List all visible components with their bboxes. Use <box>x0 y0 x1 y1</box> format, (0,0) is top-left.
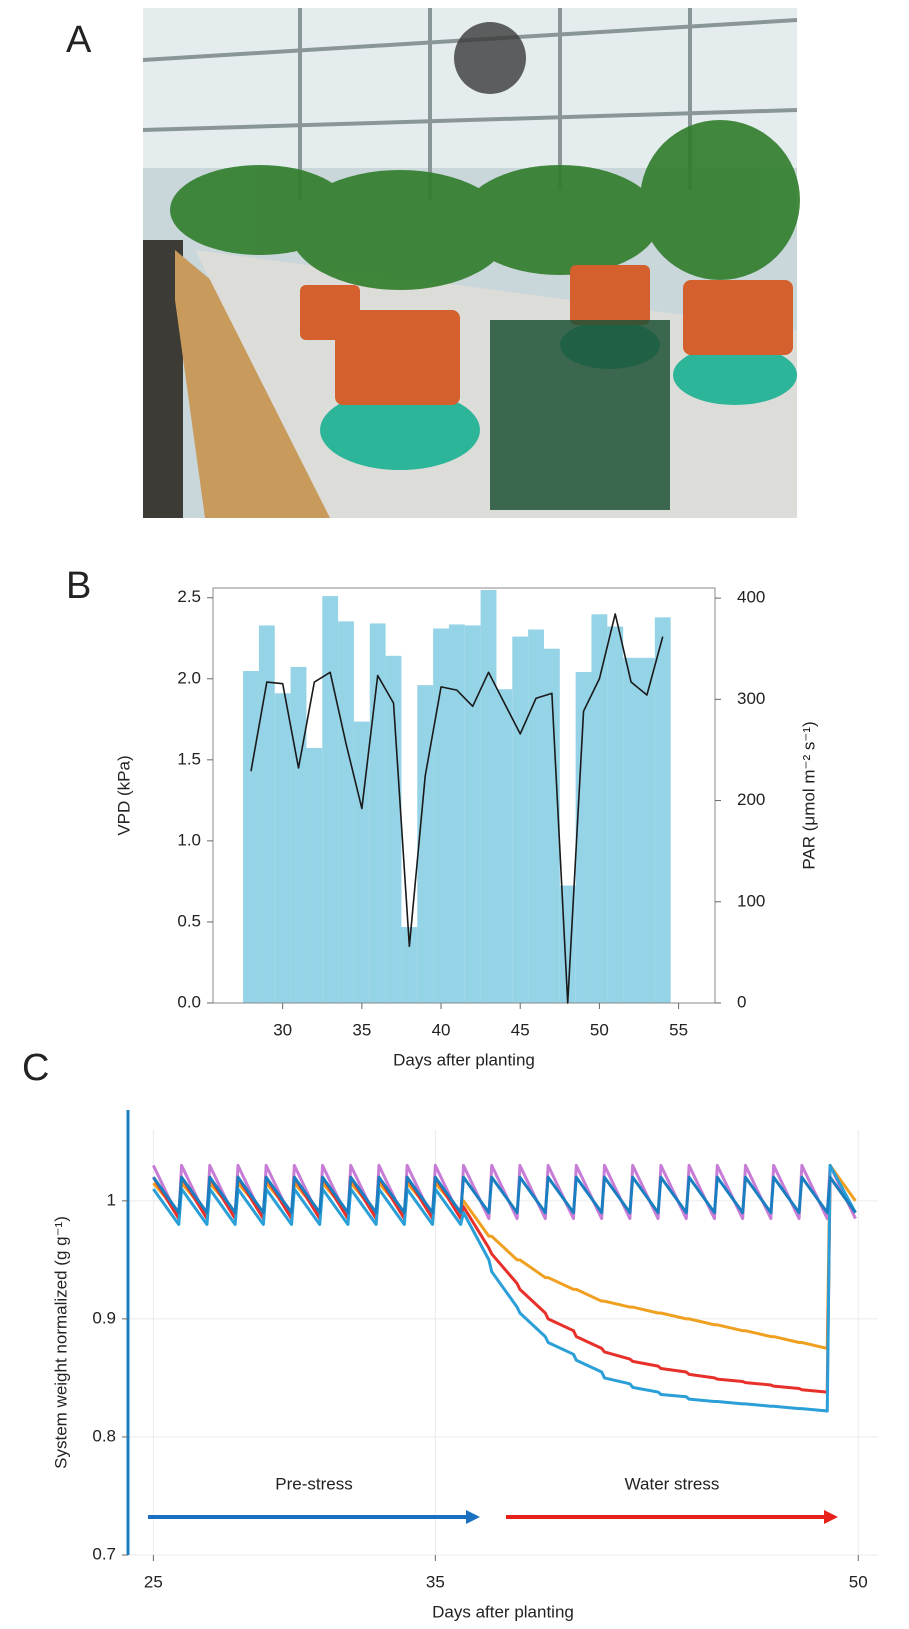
x-axis-title: Days after planting <box>393 1050 535 1069</box>
bar <box>480 590 497 1003</box>
bar <box>575 672 592 1003</box>
y-tick-label: 2.0 <box>177 668 201 687</box>
arrow-head <box>466 1510 480 1524</box>
bar <box>654 617 671 1003</box>
panel-label: C <box>22 1047 49 1089</box>
bar <box>243 671 259 1003</box>
bar <box>338 621 354 1003</box>
y2-axis-title: PAR (μmol m⁻² s⁻¹) <box>799 721 818 869</box>
data-line <box>152 1175 857 1215</box>
x-tick-label: 35 <box>426 1572 445 1591</box>
bar <box>274 693 291 1003</box>
bar <box>385 655 402 1003</box>
bar <box>401 927 418 1003</box>
y-tick-label: 2.5 <box>177 587 201 606</box>
x-tick-label: 45 <box>511 1020 530 1039</box>
panel-label: B <box>66 565 91 607</box>
y-tick-label: 0.5 <box>177 911 201 930</box>
bar <box>258 625 275 1003</box>
data-line <box>152 1163 857 1413</box>
annotation: Water stress <box>625 1474 720 1493</box>
y-tick-label: 0.0 <box>177 992 201 1011</box>
y-tick-label: 1.0 <box>177 830 201 849</box>
bar <box>591 614 608 1003</box>
x-axis-title: Days after planting <box>432 1602 574 1621</box>
y-tick-label: 0.9 <box>92 1308 116 1327</box>
y-tick-label: 1 <box>107 1190 116 1209</box>
y-tick-label: 0.7 <box>92 1544 116 1563</box>
y2-tick-label: 0 <box>737 992 746 1011</box>
x-tick-label: 30 <box>273 1020 292 1039</box>
bar <box>448 624 465 1003</box>
panel-label: A <box>66 19 92 61</box>
x-tick-label: 50 <box>590 1020 609 1039</box>
y-axis-title: System weight normalized (g g⁻¹) <box>51 1216 70 1469</box>
greenhouse-photo <box>142 8 800 518</box>
bar <box>433 628 449 1003</box>
arrow-head <box>824 1510 838 1524</box>
bar <box>306 747 323 1003</box>
y2-tick-label: 200 <box>737 790 765 809</box>
bar <box>623 657 639 1003</box>
data-line <box>152 1163 857 1221</box>
bar <box>290 666 307 1003</box>
data-line <box>152 1175 857 1394</box>
bar <box>464 625 481 1003</box>
bar <box>543 648 560 1003</box>
y-axis-title: VPD (kPa) <box>114 755 133 835</box>
data-line <box>152 1163 857 1350</box>
bar <box>638 657 655 1003</box>
y2-tick-label: 300 <box>737 689 765 708</box>
y2-tick-label: 100 <box>737 891 765 910</box>
y-tick-label: 0.8 <box>92 1426 116 1445</box>
x-tick-label: 50 <box>849 1572 868 1591</box>
x-tick-label: 35 <box>352 1020 371 1039</box>
x-tick-label: 40 <box>432 1020 451 1039</box>
x-tick-label: 55 <box>669 1020 688 1039</box>
bar <box>496 689 513 1003</box>
bar <box>369 623 386 1003</box>
bar <box>607 626 624 1003</box>
annotation: Pre-stress <box>275 1474 352 1493</box>
bar <box>417 685 434 1003</box>
x-tick-label: 25 <box>144 1572 163 1591</box>
plot-frame <box>212 587 716 1004</box>
data-line <box>250 613 664 1004</box>
y-tick-label: 1.5 <box>177 749 201 768</box>
bar <box>322 596 339 1003</box>
bar <box>528 629 544 1003</box>
y2-tick-label: 400 <box>737 588 765 607</box>
bar <box>512 636 529 1003</box>
